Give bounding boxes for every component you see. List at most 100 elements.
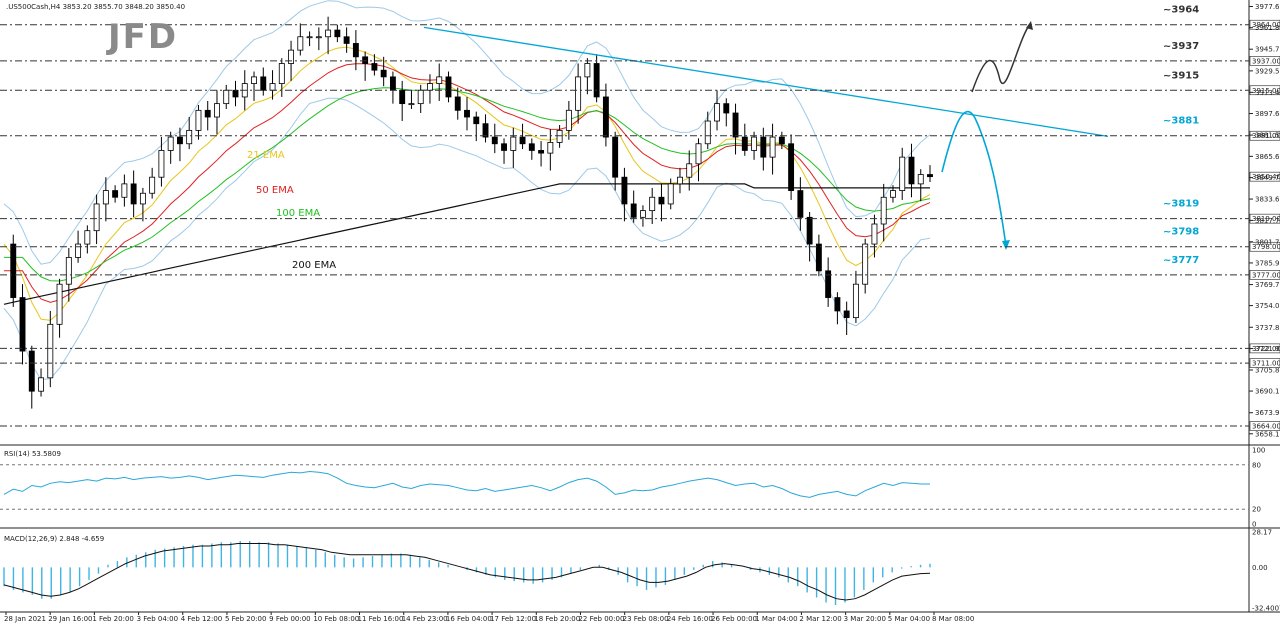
candle-bearish [612, 136, 619, 178]
candle-bearish [464, 109, 470, 118]
candle-bearish [630, 203, 637, 218]
candle-bullish [565, 109, 572, 131]
level-price-tag [1249, 358, 1280, 368]
level-price-tag-label: 3777.00 [1252, 271, 1280, 279]
level-label: ~3937 [1163, 41, 1199, 52]
candle-bullish [195, 109, 202, 131]
candle-bullish [751, 136, 758, 151]
candle-bullish [639, 210, 646, 218]
candle-bullish [667, 183, 674, 205]
candle-bearish [482, 123, 489, 138]
price-tick-label: 3833.65 [1255, 196, 1280, 204]
candle-bearish [371, 63, 378, 71]
candle-bullish [167, 136, 174, 151]
candle-bullish [917, 174, 924, 185]
candle-bearish [260, 76, 267, 91]
candle-bearish [760, 136, 767, 158]
time-tick-label: 18 Feb 20:00 [534, 615, 580, 623]
price-tick-label: 3865.60 [1255, 153, 1280, 161]
candle-bearish [10, 243, 17, 298]
candle-bullish [556, 129, 563, 143]
candle-bearish [399, 89, 406, 105]
candle-bullish [704, 120, 711, 145]
price-tick-label: 3705.85 [1255, 366, 1280, 374]
level-price-tag-label: 3937.00 [1252, 57, 1280, 65]
candle-bearish [834, 297, 841, 312]
price-tick-label: 3690.10 [1255, 388, 1280, 396]
candle-bearish [815, 243, 822, 272]
macd-signal-line [3, 543, 931, 601]
ema-label: 50 EMA [256, 185, 294, 196]
level-price-tag [1249, 85, 1280, 96]
time-tick-label: 3 Mar 20:00 [844, 615, 886, 623]
ema-200-line [3, 183, 930, 305]
descending-trendline [423, 26, 1109, 138]
candle-bearish [362, 56, 369, 64]
time-tick-label: 8 Mar 08:00 [932, 615, 974, 623]
candle-bearish [528, 143, 535, 151]
candle-bullish [288, 49, 295, 64]
level-price-tag-label: 3915.00 [1252, 87, 1280, 95]
bullish-arrow-head [1026, 21, 1033, 30]
candle-bearish [797, 190, 804, 218]
candle-bearish [519, 136, 526, 145]
candle-bullish [158, 150, 165, 178]
time-tick-label: 3 Feb 04:00 [137, 615, 178, 623]
price-tick-label: 3658.15 [1255, 430, 1280, 438]
level-price-tag [1249, 19, 1280, 30]
level-label: ~3964 [1163, 5, 1199, 16]
ema-21-line [3, 46, 931, 321]
price-tick-label: 3977.65 [1255, 3, 1280, 11]
bollinger-lower [3, 97, 931, 381]
candle-bullish [251, 76, 257, 84]
candle-bullish [306, 36, 313, 39]
time-tick-label: 2 Mar 12:00 [799, 615, 841, 623]
candle-bullish [47, 323, 54, 379]
current-price-tag [1249, 171, 1280, 182]
price-tick-label: 3737.80 [1255, 324, 1280, 332]
time-tick-label: 23 Feb 08:00 [623, 615, 669, 623]
candle-bullish [186, 129, 193, 145]
candle-bearish [501, 143, 507, 151]
candle-bullish [862, 243, 869, 285]
price-tick-label: 3881.50 [1255, 132, 1280, 140]
candle-bullish [223, 89, 230, 105]
rsi-tick-label: 0 [1252, 521, 1256, 529]
level-price-tag [1249, 241, 1280, 252]
candle-bearish [723, 103, 730, 114]
rsi-label: RSI(14) 53.5809 [4, 450, 61, 458]
ema-100-line [4, 87, 931, 282]
price-tick-label: 3769.70 [1255, 281, 1280, 289]
candle-bearish [658, 196, 665, 205]
candle-bearish [602, 96, 609, 138]
level-price-tag [1249, 213, 1280, 224]
level-label: ~3915 [1163, 70, 1199, 81]
time-tick-label: 1 Feb 20:00 [92, 615, 133, 623]
time-tick-label: 16 Feb 04:00 [446, 615, 492, 623]
price-tick-label: 3849.70 [1255, 174, 1280, 182]
price-tick-label: 3754.00 [1255, 302, 1280, 310]
time-tick-label: 5 Mar 04:00 [888, 615, 930, 623]
candle-bullish [714, 103, 720, 122]
candle-bullish [547, 142, 554, 154]
time-tick-label: 11 Feb 16:00 [358, 615, 404, 623]
candle-bearish [19, 297, 26, 352]
candle-bullish [677, 176, 683, 185]
candle-bearish [908, 156, 915, 185]
candle-bullish [65, 257, 72, 285]
level-price-tag [1249, 421, 1280, 431]
price-tick-label: 3929.50 [1255, 67, 1280, 75]
candle-bullish [575, 76, 582, 111]
bearish-scenario-arrow [941, 110, 1007, 247]
candle-bullish [510, 136, 517, 151]
rsi-line [3, 470, 930, 498]
ema-label: 200 EMA [292, 260, 336, 271]
candle-bullish [121, 183, 128, 198]
time-tick-label: 24 Feb 16:00 [667, 615, 713, 623]
candle-bearish [927, 174, 933, 178]
time-tick-label: 4 Feb 12:00 [181, 615, 222, 623]
candle-bullish [408, 103, 415, 106]
candle-bullish [436, 76, 443, 84]
candle-bullish [695, 143, 702, 165]
